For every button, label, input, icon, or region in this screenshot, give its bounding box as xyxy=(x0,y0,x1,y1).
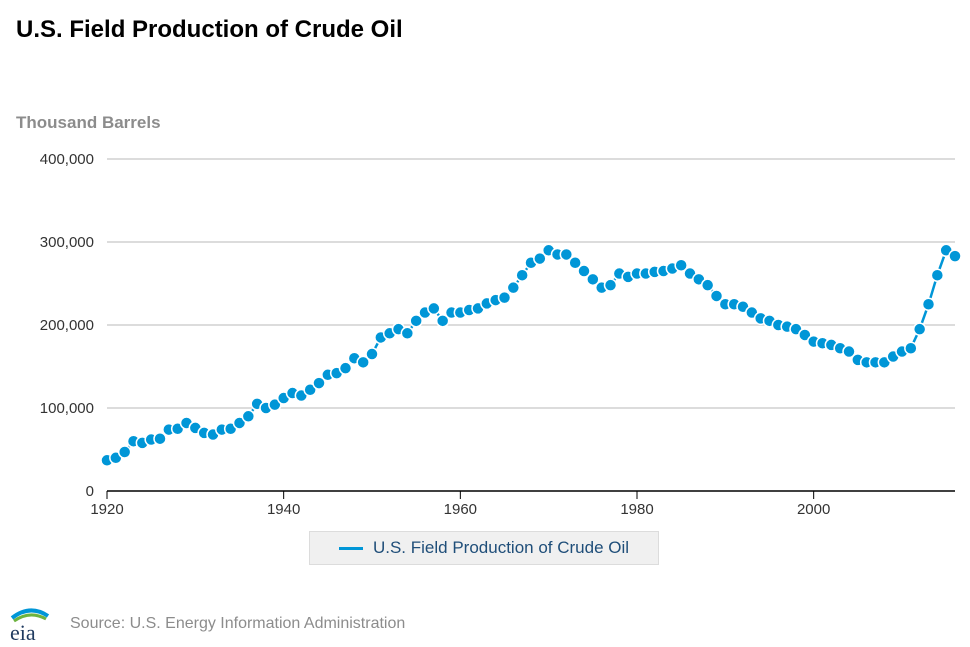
y-tick-label: 300,000 xyxy=(40,234,94,251)
x-tick-label: 1980 xyxy=(620,501,653,518)
data-point[interactable] xyxy=(268,397,282,412)
data-point[interactable] xyxy=(674,258,688,272)
data-point[interactable] xyxy=(365,347,379,361)
data-point[interactable] xyxy=(559,247,574,262)
data-point[interactable] xyxy=(930,268,945,282)
data-point[interactable] xyxy=(409,314,423,328)
chart-title: U.S. Field Production of Crude Oil xyxy=(16,16,403,43)
data-point[interactable] xyxy=(400,326,415,341)
series-layer xyxy=(100,243,962,468)
data-point[interactable] xyxy=(798,328,812,342)
y-axis-unit-label: Thousand Barrels xyxy=(16,113,161,132)
eia-logo-swoosh-blue xyxy=(10,608,50,620)
y-tick-label: 400,000 xyxy=(40,151,94,168)
eia-logo-swoosh-green xyxy=(13,613,47,623)
data-point[interactable] xyxy=(117,445,132,459)
data-point[interactable] xyxy=(506,280,521,295)
data-point[interactable] xyxy=(912,322,927,336)
legend-series-label: U.S. Field Production of Crude Oil xyxy=(372,538,630,557)
data-point[interactable] xyxy=(232,416,247,430)
legend[interactable]: U.S. Field Production of Crude Oil xyxy=(309,531,659,565)
eia-logo-text: eia xyxy=(10,620,36,644)
x-tick-label: 1920 xyxy=(90,501,123,518)
gridlines xyxy=(107,158,955,409)
data-point[interactable] xyxy=(921,297,936,311)
data-point[interactable] xyxy=(241,409,256,424)
x-tick-label: 1940 xyxy=(267,501,300,518)
data-point[interactable] xyxy=(603,278,618,292)
data-point[interactable] xyxy=(338,361,353,375)
legend-line-swatch xyxy=(338,546,363,550)
data-point[interactable] xyxy=(427,301,441,316)
data-point[interactable] xyxy=(577,264,591,278)
data-point[interactable] xyxy=(515,268,529,282)
data-point[interactable] xyxy=(497,290,512,305)
data-point[interactable] xyxy=(356,355,370,370)
y-tick-label: 200,000 xyxy=(40,317,94,334)
data-point[interactable] xyxy=(312,376,326,390)
eia-logo: eia xyxy=(10,608,50,644)
data-point[interactable] xyxy=(303,382,317,397)
x-tick-label: 2000 xyxy=(797,501,830,518)
source-note: Source: U.S. Energy Information Administ… xyxy=(70,615,406,632)
data-point[interactable] xyxy=(533,251,547,266)
x-axis-ticks: 1920 1940 1960 1980 2000 xyxy=(90,490,955,518)
data-point[interactable] xyxy=(700,278,715,292)
data-point[interactable] xyxy=(709,289,724,303)
data-point[interactable] xyxy=(435,314,450,328)
y-tick-label: 0 xyxy=(86,483,94,500)
data-point[interactable] xyxy=(948,249,962,263)
x-tick-label: 1960 xyxy=(444,501,477,518)
data-point[interactable] xyxy=(568,256,582,270)
y-axis-ticks: 0 100,000 200,000 300,000 400,000 xyxy=(40,151,94,500)
y-tick-label: 100,000 xyxy=(40,400,94,417)
data-point[interactable] xyxy=(586,272,600,287)
data-point[interactable] xyxy=(153,431,167,446)
data-point[interactable] xyxy=(842,344,856,359)
data-point[interactable] xyxy=(904,341,918,355)
footer: eia Source: U.S. Energy Information Admi… xyxy=(8,604,405,644)
